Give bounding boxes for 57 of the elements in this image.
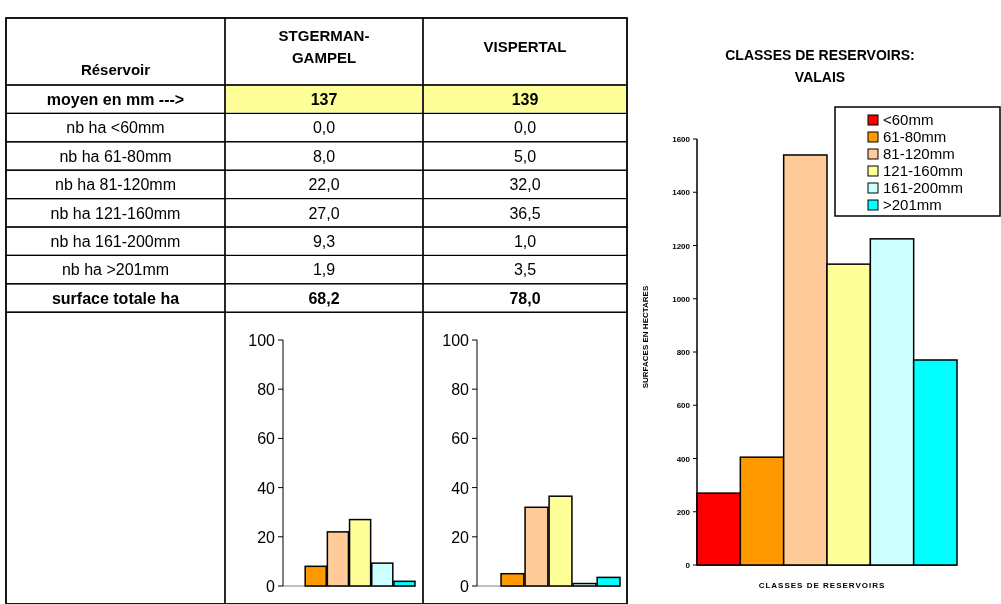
- y-tick-label: 1200: [672, 241, 691, 251]
- data-label: 5,0: [513, 147, 537, 165]
- y-tick-label: 40: [451, 479, 470, 497]
- data-label: 1,9: [312, 261, 336, 279]
- data-label: 1,0: [513, 233, 537, 250]
- y-tick-label: nb ha >201mm: [61, 261, 170, 279]
- data-label: 27,0: [308, 204, 340, 222]
- y-tick-label: moyen en mm --->: [46, 91, 185, 108]
- y-axis-title: SURFACES EN HECTARES: [641, 285, 650, 389]
- y-tick-label: 200: [676, 507, 691, 517]
- legend-label: 81-120mm: [883, 145, 955, 162]
- y-tick-label: nb ha 81-120mm: [55, 176, 176, 194]
- y-tick-label: 20: [451, 528, 470, 546]
- data-label: 8,0: [312, 147, 336, 165]
- data-label: 139: [511, 91, 539, 108]
- legend-label: >201mm: [883, 196, 942, 213]
- data-label: 3,5: [513, 261, 537, 279]
- x-tick-label: VISPERTAL: [483, 38, 567, 55]
- y-tick-label: 60: [451, 430, 470, 448]
- y-tick-label: surface totale ha: [51, 289, 180, 307]
- data-label: 32,0: [509, 176, 541, 194]
- legend-label: 61-80mm: [883, 128, 947, 145]
- legend-label: 161-200mm: [883, 179, 964, 196]
- y-tick-label: 80: [451, 381, 470, 399]
- y-tick-label: 1600: [672, 135, 691, 144]
- data-label: 22,0: [308, 176, 340, 194]
- chart-title: Réservoir: [80, 61, 151, 78]
- x-axis-title: CLASSES DE RESERVOIRS: [758, 581, 886, 590]
- y-tick-label: nb ha <60mm: [66, 119, 165, 137]
- y-tick-label: 80: [257, 381, 276, 399]
- chart-title: CLASSES DE RESERVOIRS: VALAIS: [725, 47, 915, 85]
- y-tick-label: 20: [257, 528, 276, 546]
- data-label: 0,0: [513, 119, 537, 137]
- y-tick-label: 600: [676, 401, 691, 411]
- y-tick-label: 1000: [672, 294, 691, 304]
- data-label: 78,0: [509, 289, 541, 307]
- data-label: 0,0: [312, 119, 336, 137]
- y-tick-label: 40: [257, 479, 276, 497]
- y-tick-label: nb ha 121-160mm: [50, 204, 181, 222]
- y-tick-label: 60: [257, 430, 276, 448]
- data-label: 36,5: [509, 204, 541, 222]
- y-tick-label: 1400: [672, 188, 691, 198]
- y-tick-label: 0: [266, 578, 276, 595]
- legend-label: <60mm: [883, 111, 934, 128]
- data-label: 137: [310, 91, 338, 108]
- y-tick-label: nb ha 161-200mm: [50, 233, 181, 250]
- y-tick-label: 0: [685, 561, 691, 570]
- legend-label: 121-160mm: [883, 162, 964, 179]
- y-tick-label: 400: [676, 454, 691, 464]
- y-tick-label: nb ha 61-80mm: [59, 147, 172, 165]
- data-label: 9,3: [312, 233, 336, 250]
- y-tick-label: 800: [676, 348, 691, 357]
- data-label: 68,2: [308, 289, 340, 307]
- y-tick-label: 0: [460, 578, 470, 595]
- y-tick-label: 100: [442, 332, 470, 349]
- y-tick-label: 100: [248, 332, 276, 349]
- x-tick-label: STGERMAN-GAMPEL: [278, 27, 370, 66]
